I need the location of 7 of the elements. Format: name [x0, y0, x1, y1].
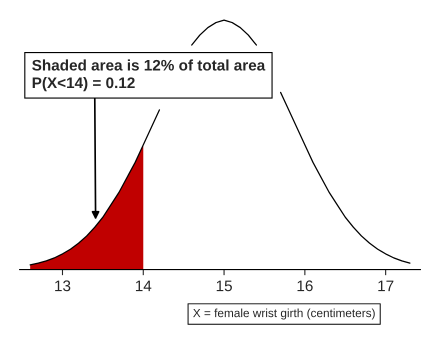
x-tick-label: 17	[378, 280, 394, 292]
x-tick-label: 16	[298, 280, 313, 292]
x-tick-label: 13	[55, 280, 70, 292]
x-tick-label: 14	[136, 280, 152, 292]
x-axis-title: X = female wrist girth (centimeters)	[193, 308, 375, 320]
x-tick-label: 15	[216, 280, 232, 292]
annotation: Shaded area is 12% of total area P(X<14) = 0.12	[32, 59, 266, 92]
